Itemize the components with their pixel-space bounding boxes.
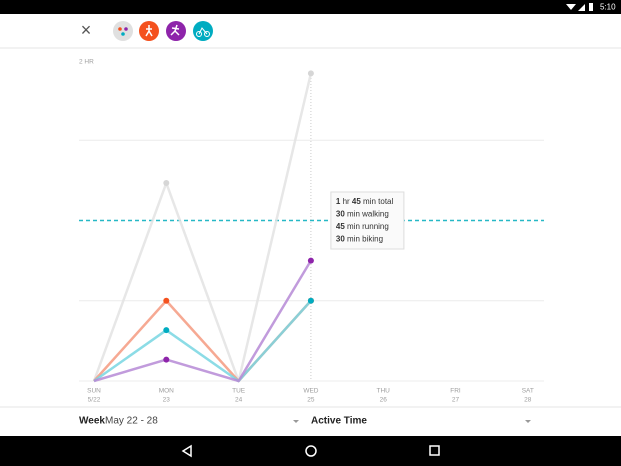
status-bar: [0, 0, 621, 14]
dot: [124, 27, 128, 31]
x-tick-label: WED: [303, 388, 318, 395]
series-point: [163, 356, 170, 363]
series-point: [307, 70, 314, 77]
signal-icon: [578, 4, 585, 11]
x-tick-label: MON: [159, 388, 174, 395]
tooltip-part: min walking: [345, 210, 389, 219]
wifi-icon: [566, 4, 576, 10]
series-point: [307, 297, 314, 304]
dropdown-arrow[interactable]: [525, 420, 531, 423]
tooltip-part: 30: [336, 235, 345, 244]
wheel: [204, 31, 210, 37]
filter-all[interactable]: [113, 21, 133, 41]
x-tick-date: 23: [163, 397, 171, 404]
x-tick-date: 24: [235, 397, 243, 404]
filter-walking[interactable]: [139, 21, 159, 41]
run-icon: [170, 24, 180, 36]
x-tick-label: THU: [377, 388, 391, 395]
tooltip-part: 1: [336, 197, 341, 206]
tooltip-line: 30 min biking: [336, 235, 383, 244]
tooltip-part: 45: [336, 222, 345, 231]
series-line: [92, 73, 313, 383]
battery-icon: [589, 3, 593, 11]
period[interactable]: May 22 - 28: [105, 416, 158, 427]
series-point: [307, 257, 314, 264]
tooltip-part: min biking: [345, 235, 383, 244]
frame: [198, 27, 208, 35]
filter-biking[interactable]: [193, 21, 213, 41]
recents-button[interactable]: [429, 445, 440, 456]
chart: 2 HR SUN 5/22 MON 23 TUE 24 WED 25 THU 26 FRI 27 SAT 2…: [79, 59, 544, 404]
filter-biking-bg: [193, 21, 213, 41]
dot: [118, 27, 122, 31]
tooltip-part: 30: [336, 210, 345, 219]
filter-all-bg: [113, 21, 133, 41]
tooltip: [330, 191, 405, 250]
x-tick-date: 25: [307, 397, 315, 404]
metric[interactable]: Active Time: [311, 416, 367, 427]
x-tick-label: TUE: [232, 388, 246, 395]
tooltip-line: 45 min running: [336, 222, 389, 231]
tooltip-part: 45: [352, 197, 361, 206]
series-line: [93, 299, 312, 383]
dot: [121, 32, 125, 36]
dropdown-arrow[interactable]: [293, 420, 299, 423]
x-tick-label: SUN: [87, 388, 101, 395]
x-tick-date: 5/22: [88, 397, 101, 404]
nav-bar: [0, 436, 621, 466]
close-button[interactable]: ×: [81, 20, 92, 40]
x-tick-date: 26: [380, 397, 388, 404]
x-tick-date: 27: [452, 397, 460, 404]
period-label[interactable]: Week: [79, 416, 105, 427]
series-point: [163, 297, 170, 304]
tooltip-part: min running: [345, 222, 389, 231]
filter-running[interactable]: [166, 21, 186, 41]
tooltip-line: 30 min walking: [336, 210, 389, 219]
series-point: [163, 180, 170, 187]
wheel: [196, 31, 202, 37]
x-tick-label: FRI: [450, 388, 461, 395]
x-tick-date: 28: [524, 397, 532, 404]
home-button[interactable]: [305, 445, 317, 457]
y-tick-label: 2 HR: [79, 59, 94, 66]
tooltip-line: 1 hr 45 min total: [336, 197, 394, 206]
series-point: [163, 327, 170, 334]
back-button[interactable]: [181, 444, 192, 458]
x-tick-label: SAT: [522, 388, 534, 395]
tooltip-part: min total: [361, 197, 394, 206]
clock: 5:10: [600, 3, 616, 12]
series-line: [93, 259, 312, 383]
walk-icon: [145, 25, 153, 37]
tooltip-part: hr: [340, 197, 352, 206]
